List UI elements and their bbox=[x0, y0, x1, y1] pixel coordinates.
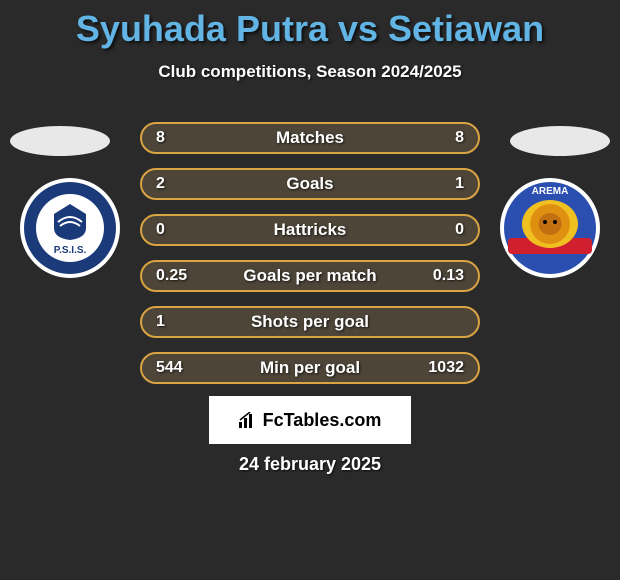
stat-value-right: 0 bbox=[414, 221, 464, 239]
stat-value-left: 0 bbox=[156, 221, 206, 239]
stat-label: Min per goal bbox=[206, 358, 414, 378]
stat-label: Matches bbox=[206, 128, 414, 148]
badge-left-label: P.S.I.S. bbox=[54, 245, 87, 256]
stats-table: 8Matches82Goals10Hattricks00.25Goals per… bbox=[140, 122, 480, 398]
stat-label: Hattricks bbox=[206, 220, 414, 240]
stat-row: 544Min per goal1032 bbox=[140, 352, 480, 384]
stat-row: 0Hattricks0 bbox=[140, 214, 480, 246]
page-title: Syuhada Putra vs Setiawan bbox=[0, 0, 620, 50]
club-badge-right: AREMA bbox=[500, 178, 600, 278]
stat-value-right: 0.13 bbox=[414, 267, 464, 285]
badge-right-label: AREMA bbox=[532, 186, 569, 197]
stat-row: 2Goals1 bbox=[140, 168, 480, 200]
stat-label: Shots per goal bbox=[206, 312, 414, 332]
date-label: 24 february 2025 bbox=[0, 454, 620, 475]
stat-value-left: 2 bbox=[156, 175, 206, 193]
stat-value-right: 1032 bbox=[414, 359, 464, 377]
chart-icon bbox=[239, 412, 259, 428]
brand-text: FcTables.com bbox=[263, 410, 382, 431]
brand-badge: FcTables.com bbox=[209, 396, 411, 444]
stat-value-left: 0.25 bbox=[156, 267, 206, 285]
stat-value-right: 8 bbox=[414, 129, 464, 147]
subtitle: Club competitions, Season 2024/2025 bbox=[0, 62, 620, 82]
stat-row: 0.25Goals per match0.13 bbox=[140, 260, 480, 292]
stat-row: 1Shots per goal bbox=[140, 306, 480, 338]
player-photo-left bbox=[10, 126, 110, 156]
player-photo-right bbox=[510, 126, 610, 156]
stat-value-left: 8 bbox=[156, 129, 206, 147]
lion-icon bbox=[522, 200, 578, 248]
comparison-card: Syuhada Putra vs Setiawan Club competiti… bbox=[0, 0, 620, 580]
stat-value-left: 544 bbox=[156, 359, 206, 377]
badge-right-center bbox=[522, 200, 578, 248]
stat-value-left: 1 bbox=[156, 313, 206, 331]
club-badge-left: P.S.I.S. bbox=[20, 178, 120, 278]
stat-label: Goals per match bbox=[206, 266, 414, 286]
badge-left-emblem-icon bbox=[48, 202, 92, 242]
stat-label: Goals bbox=[206, 174, 414, 194]
stat-row: 8Matches8 bbox=[140, 122, 480, 154]
stat-value-right: 1 bbox=[414, 175, 464, 193]
